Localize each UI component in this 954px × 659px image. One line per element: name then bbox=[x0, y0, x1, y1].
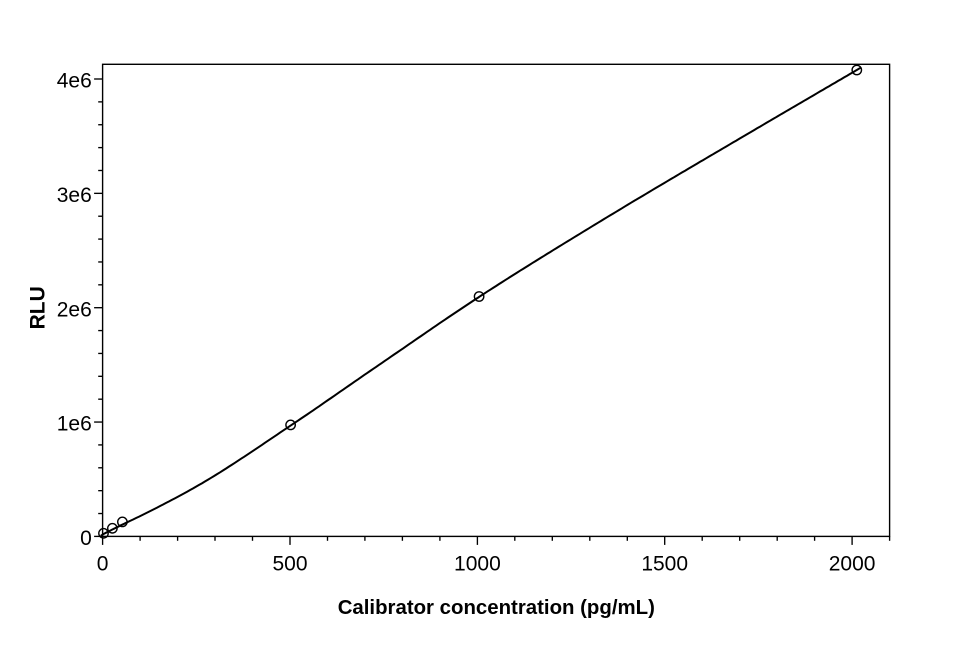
svg-text:500: 500 bbox=[272, 552, 307, 575]
svg-text:2e6: 2e6 bbox=[57, 298, 92, 321]
svg-text:1500: 1500 bbox=[641, 552, 688, 575]
svg-text:3e6: 3e6 bbox=[57, 184, 92, 207]
svg-text:Calibrator concentration (pg/m: Calibrator concentration (pg/mL) bbox=[338, 597, 655, 619]
svg-text:2000: 2000 bbox=[829, 552, 876, 575]
svg-text:0: 0 bbox=[97, 552, 109, 575]
svg-text:1e6: 1e6 bbox=[57, 413, 92, 436]
svg-text:RLU: RLU bbox=[27, 286, 50, 329]
svg-text:4e6: 4e6 bbox=[57, 70, 92, 93]
svg-text:1000: 1000 bbox=[454, 552, 501, 575]
svg-text:0: 0 bbox=[80, 527, 92, 550]
